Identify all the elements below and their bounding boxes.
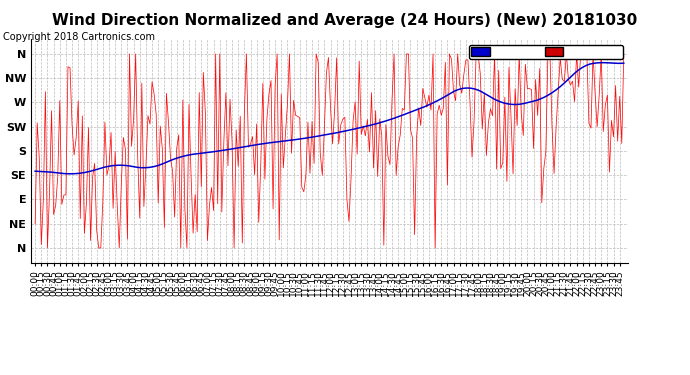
Text: Wind Direction Normalized and Average (24 Hours) (New) 20181030: Wind Direction Normalized and Average (2… [52,13,638,28]
Text: Copyright 2018 Cartronics.com: Copyright 2018 Cartronics.com [3,32,155,42]
Legend: Average, Direction: Average, Direction [469,45,622,59]
